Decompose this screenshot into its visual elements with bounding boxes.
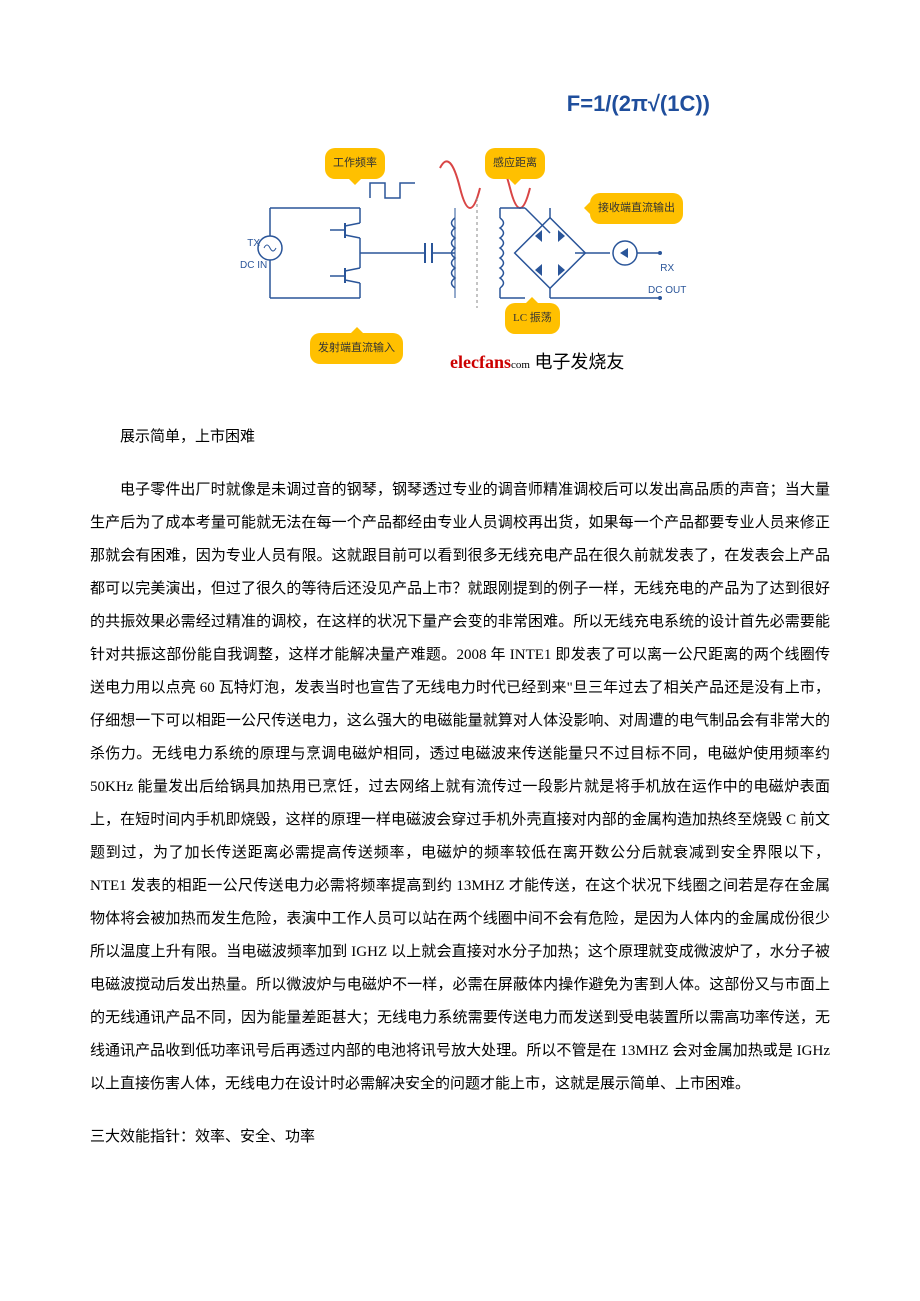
watermark-domain: com	[511, 359, 530, 371]
label-work-freq: 工作频率	[325, 148, 385, 178]
watermark-brand: elecfans	[450, 352, 511, 372]
label-rx-dc-out: 接收端直流输出	[590, 193, 683, 223]
circuit-svg	[230, 138, 690, 378]
rx-dcout-text: RX DC OUT	[648, 258, 686, 302]
label-lc-resonance: LC 振荡	[505, 303, 560, 333]
label-sense-distance: 感应距离	[485, 148, 545, 178]
circuit-diagram: 工作频率 感应距离 接收端直流输出 发射端直流输入 LC 振荡 TX DC IN…	[230, 138, 690, 378]
section-title-2: 三大效能指针：效率、安全、功率	[90, 1121, 830, 1154]
watermark: elecfanscom 电子发烧友	[450, 343, 624, 383]
main-paragraph: 电子零件出厂时就像是未调过音的钢琴，钢琴透过专业的调音师精准调校后可以发出高品质…	[90, 474, 830, 1101]
resonance-formula: F=1/(2π√(1C))	[90, 80, 830, 128]
watermark-chinese: 电子发烧友	[530, 352, 625, 372]
section-title-1: 展示简单，上市困难	[90, 421, 830, 454]
tx-dcin-text: TX DC IN	[240, 233, 267, 277]
circuit-diagram-container: 工作频率 感应距离 接收端直流输出 发射端直流输入 LC 振荡 TX DC IN…	[90, 138, 830, 391]
label-tx-dc-in: 发射端直流输入	[310, 333, 403, 363]
